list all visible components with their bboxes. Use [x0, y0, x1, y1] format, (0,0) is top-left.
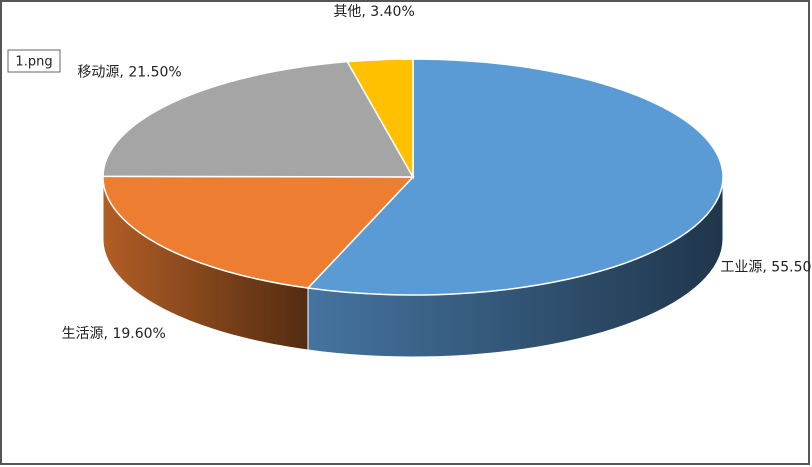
slice — [346, 58, 414, 180]
data-label: 其他, 3.40% — [333, 4, 414, 20]
data-label: 工业源, 55.50% — [720, 260, 812, 276]
pie — [102, 58, 724, 358]
data-label: 移动源, 21.50% — [77, 64, 181, 80]
file-tag-box — [7, 49, 61, 73]
data-label: 生活源, 19.60% — [62, 326, 166, 342]
slice — [102, 175, 415, 289]
file-tag: 1.png — [15, 55, 52, 70]
slice — [306, 58, 724, 296]
slice — [102, 60, 415, 178]
